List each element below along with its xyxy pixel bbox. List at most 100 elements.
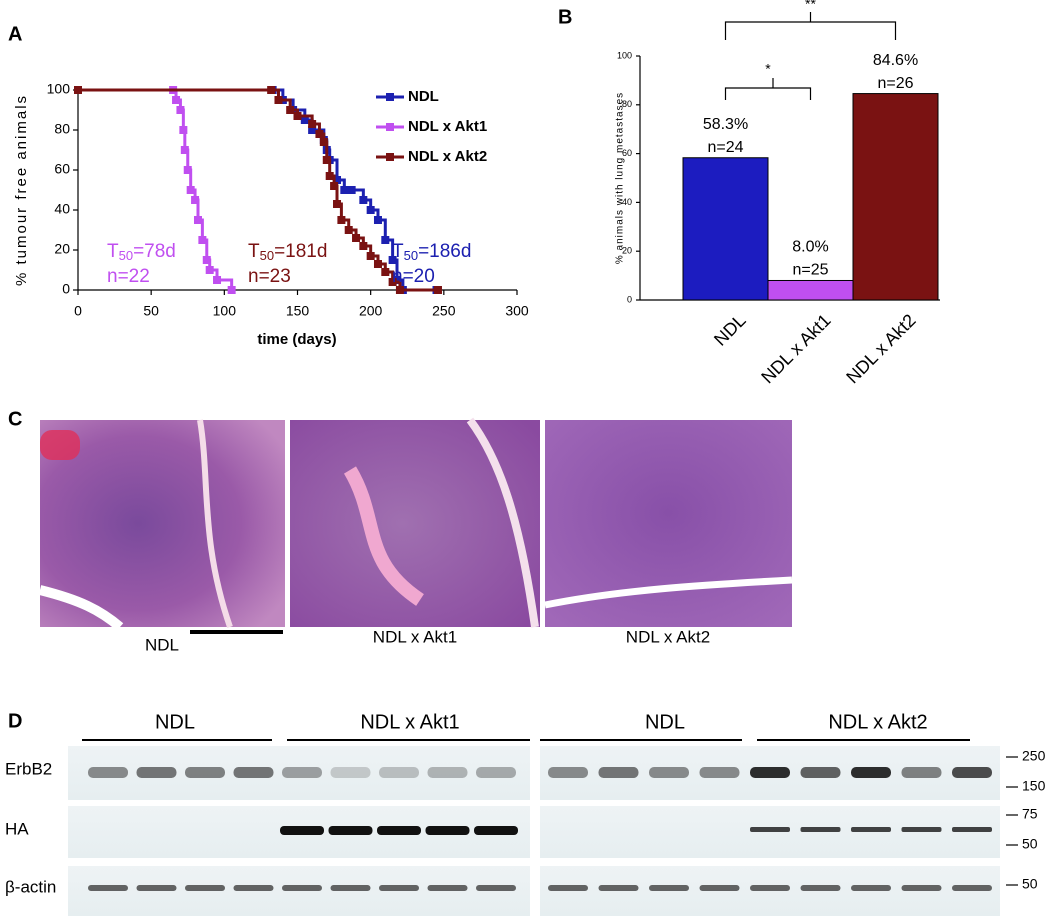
y-tick-label: 20	[622, 246, 632, 256]
n-label: n=26	[877, 75, 913, 92]
annotation-part: 50	[119, 248, 133, 263]
band	[800, 885, 841, 891]
image-label: NDL x Akt1	[373, 627, 457, 646]
point	[340, 186, 349, 194]
band	[474, 826, 518, 835]
panel-label: A	[8, 23, 22, 45]
band	[649, 767, 689, 778]
band	[750, 827, 790, 832]
marker-label: 75	[1022, 806, 1038, 822]
group-label: NDL	[645, 711, 685, 733]
marker-ticks	[1006, 756, 1018, 886]
band	[427, 885, 468, 891]
tissue-feature	[40, 430, 80, 460]
panel-label: C	[8, 408, 22, 430]
annotation-part: =186d	[418, 241, 471, 262]
point	[286, 106, 295, 114]
x-tick-label: 50	[143, 303, 159, 319]
tissue-feature	[544, 576, 793, 609]
row-label: ErbB2	[5, 759, 52, 778]
band	[851, 767, 891, 778]
point	[388, 278, 397, 286]
band	[233, 885, 274, 891]
point	[176, 106, 185, 114]
legend-swatch	[386, 153, 394, 161]
band	[427, 767, 468, 778]
histology-images	[38, 417, 793, 634]
band	[282, 767, 322, 778]
band	[88, 885, 128, 891]
histology-image	[545, 420, 792, 627]
point	[366, 206, 375, 214]
point	[366, 252, 375, 260]
band	[598, 885, 639, 891]
group-label: NDL x Akt1	[360, 711, 459, 733]
group-label: NDL x Akt2	[828, 711, 927, 733]
bar	[682, 157, 769, 301]
n-label: n=24	[707, 139, 743, 156]
n-label: n=25	[792, 262, 828, 279]
annotation-part: =78d	[133, 241, 176, 262]
point	[347, 186, 356, 194]
band	[952, 827, 992, 832]
y-tick-label: 80	[622, 99, 632, 109]
marker-label: 50	[1022, 876, 1038, 892]
legend-swatch	[386, 123, 394, 131]
y-tick-label: 0	[62, 281, 70, 297]
band	[330, 767, 371, 778]
legend-label: NDL x Akt1	[408, 118, 487, 135]
band	[750, 885, 790, 891]
band	[282, 885, 322, 891]
band	[377, 826, 421, 835]
significance-bracket	[724, 87, 812, 100]
y-axis-label: % animals with lung metastases	[615, 92, 626, 264]
histology-image	[40, 420, 285, 627]
y-tick-label: 60	[54, 161, 70, 177]
value-label: 84.6%	[873, 52, 918, 69]
band	[952, 767, 992, 778]
significance-label: *	[765, 61, 771, 77]
panel-label: D	[8, 710, 22, 732]
band	[379, 885, 419, 891]
band	[548, 885, 588, 891]
value-label: 58.3%	[703, 116, 748, 133]
y-axis-label: % tumour free animals	[13, 94, 30, 286]
point	[191, 196, 200, 204]
point	[183, 166, 192, 174]
point	[274, 96, 283, 104]
x-tick-label: 300	[505, 303, 529, 319]
value-label: 8.0%	[792, 239, 828, 256]
point	[333, 200, 342, 208]
point	[337, 216, 346, 224]
point	[395, 286, 404, 294]
point	[388, 256, 397, 264]
annotation-part: 50	[260, 248, 274, 263]
y-tick-label: 100	[617, 50, 632, 60]
point	[330, 182, 339, 190]
x-tick-label: 0	[74, 303, 82, 319]
point	[198, 236, 207, 244]
band	[328, 826, 373, 835]
row-label: β-actin	[5, 877, 56, 896]
point	[352, 234, 361, 242]
image-label: NDL	[145, 635, 179, 654]
y-tick-label: 40	[54, 201, 70, 217]
band	[598, 767, 639, 778]
point	[373, 216, 382, 224]
point	[315, 130, 324, 138]
band	[136, 885, 177, 891]
point	[308, 126, 317, 134]
point	[293, 112, 302, 120]
annotation-part: T	[392, 241, 404, 262]
point	[393, 276, 402, 284]
band	[699, 767, 740, 778]
x-tick-label: NDL	[710, 310, 750, 350]
band	[88, 767, 128, 778]
band	[233, 767, 274, 778]
point	[186, 186, 195, 194]
band	[185, 767, 225, 778]
marker-label: 150	[1022, 778, 1046, 794]
annotation-part: =181d	[274, 241, 327, 262]
x-tick-label: 100	[213, 303, 237, 319]
point	[333, 176, 342, 184]
